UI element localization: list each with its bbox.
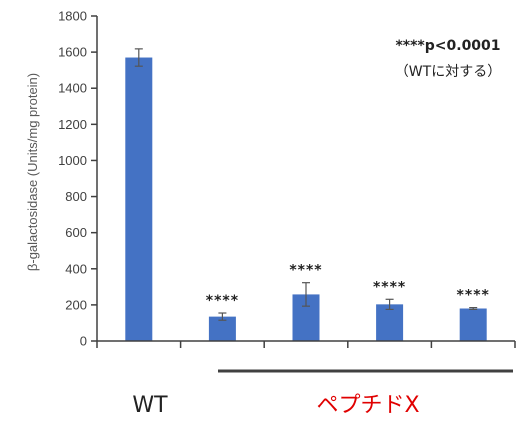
annotation-pvalue: ****p<0.0001 xyxy=(395,38,500,54)
group-label-wt: WT xyxy=(132,393,168,418)
y-tick-label: 1000 xyxy=(58,153,87,168)
y-tick-label: 200 xyxy=(65,297,87,312)
significance-label: **** xyxy=(289,263,322,279)
bar xyxy=(125,57,153,342)
y-tick-label: 600 xyxy=(65,225,87,240)
axes xyxy=(96,16,516,348)
bar xyxy=(376,304,404,341)
y-tick-label: 0 xyxy=(80,334,87,349)
y-tick-label: 400 xyxy=(65,261,87,276)
significance-label: **** xyxy=(206,293,239,309)
annotation-reference: （WTに対する） xyxy=(395,64,501,80)
y-axis-label: β-galactosidase (Units/mg protein) xyxy=(25,73,40,271)
bar xyxy=(459,308,487,341)
bars: **** **** **** **** xyxy=(125,48,490,342)
group-label-peptide-x: ペプチドX xyxy=(316,393,419,418)
y-tick-label: 1800 xyxy=(58,9,87,24)
y-tick-label: 1600 xyxy=(58,45,87,60)
y-tick-label: 1200 xyxy=(58,117,87,132)
y-axis-ticks: 0 200 400 600 800 1000 1200 1400 1600 1800 xyxy=(58,9,97,349)
significance-label: **** xyxy=(373,279,406,295)
y-tick-label: 1400 xyxy=(58,81,87,96)
significance-label: **** xyxy=(457,288,490,304)
y-tick-label: 800 xyxy=(65,189,87,204)
